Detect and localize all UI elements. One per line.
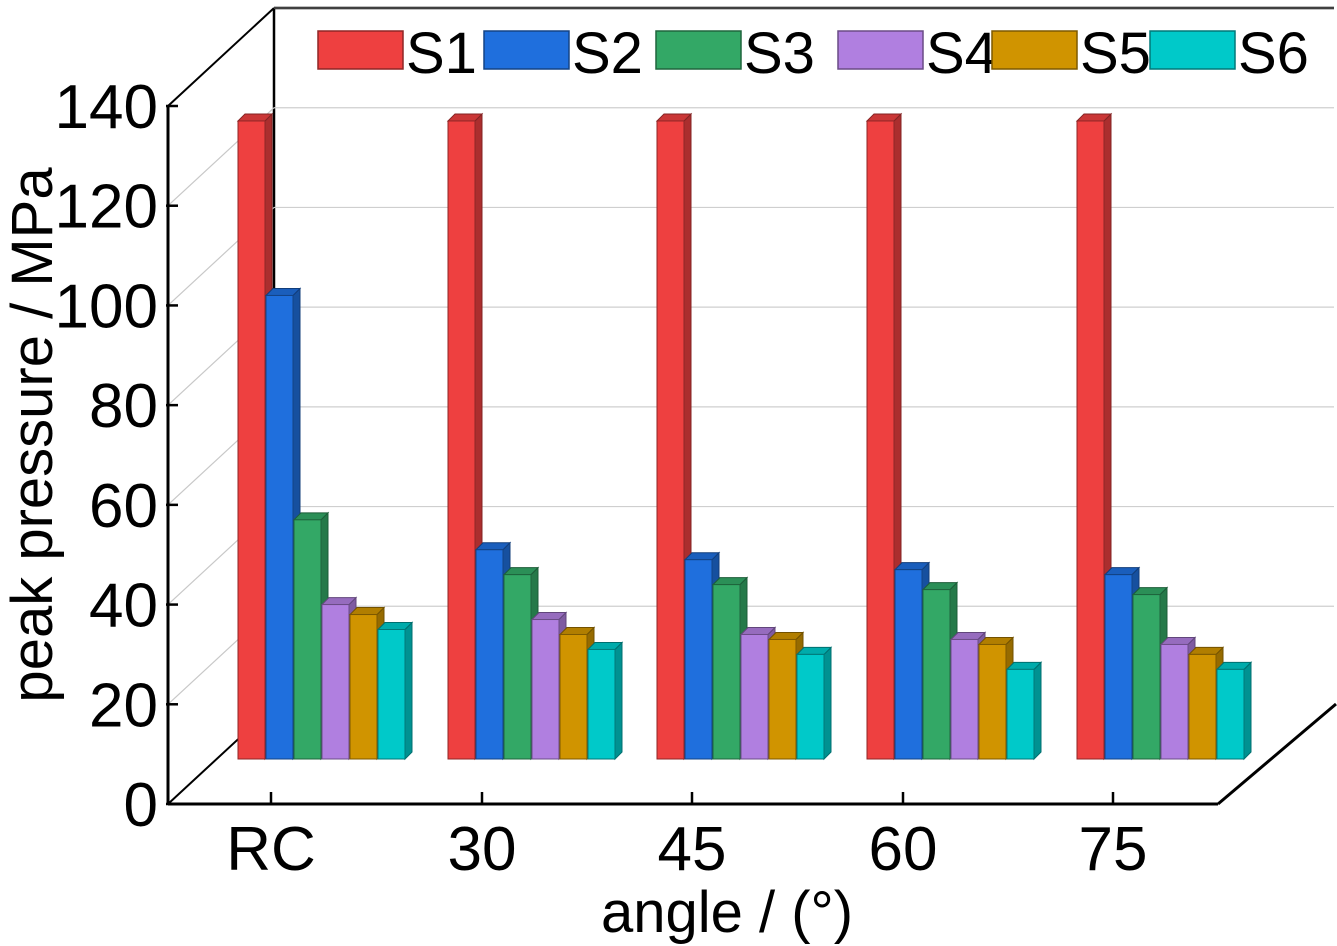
bar-front-S5-30	[559, 633, 588, 760]
bar-S2-75	[1103, 566, 1141, 761]
y-tick-label-0: 0	[124, 771, 158, 840]
bar-front-S4-30	[531, 619, 560, 760]
bar-S1-45	[655, 112, 693, 761]
bar-group-30	[446, 112, 624, 761]
y-tick-labels: 0 20 40 60 80 100 120 140	[55, 73, 158, 840]
gridline-diagonal-140	[167, 7, 275, 107]
legend-item-S2: S2	[483, 21, 643, 86]
bar-S5-60	[977, 636, 1015, 761]
legend-item-S6: S6	[1149, 21, 1309, 86]
legend-swatch-S4	[837, 30, 924, 70]
bar-front-S5-RC	[349, 614, 378, 760]
legend-swatch-S3	[655, 30, 742, 70]
bar-front-S3-75	[1132, 594, 1161, 760]
bar-front-S1-60	[866, 120, 895, 760]
bar-front-S1-RC	[237, 120, 266, 760]
legend-swatch-S5	[991, 30, 1078, 70]
bar-side-S6-RC	[404, 621, 413, 761]
bar-front-S2-45	[684, 559, 713, 760]
bar-group-75	[1075, 112, 1253, 761]
bar-side-S6-45	[823, 646, 832, 761]
bar-front-S2-75	[1104, 574, 1133, 760]
bar-group-60	[865, 112, 1043, 761]
x-tick-label-60: 60	[869, 815, 938, 884]
legend-label-S2: S2	[572, 21, 643, 86]
x-tick-label-45: 45	[658, 815, 727, 884]
y-tick-label-120: 120	[55, 173, 158, 242]
y-tick-label-40: 40	[89, 572, 158, 641]
floor-right-edge	[1217, 702, 1337, 806]
legend-item-S1: S1	[317, 21, 477, 86]
bar-S6-60	[1005, 661, 1043, 761]
y-tick-label-60: 60	[89, 472, 158, 541]
bar-side-S6-75	[1243, 661, 1252, 761]
x-tick-labels: RC 30 45 60 75	[226, 815, 1147, 884]
bar-side-S6-60	[1033, 661, 1042, 761]
bar-front-S5-60	[978, 643, 1007, 760]
bar-front-S2-RC	[265, 294, 294, 760]
legend-swatch-S2	[483, 30, 570, 70]
legend-item-S4: S4	[837, 21, 997, 86]
bar-front-S1-75	[1076, 120, 1105, 760]
bar-front-S6-30	[587, 648, 616, 760]
bar-S6-RC	[376, 621, 414, 761]
x-tick-label-30: 30	[448, 815, 517, 884]
bar-group-45	[655, 112, 833, 761]
axes	[166, 104, 1337, 806]
legend-label-S5: S5	[1080, 21, 1151, 86]
legend-label-S6: S6	[1238, 21, 1309, 86]
x-tick-label-RC: RC	[226, 815, 316, 884]
bar-front-S4-RC	[321, 604, 350, 760]
bars	[236, 112, 1253, 761]
legend-label-S1: S1	[406, 21, 477, 86]
legend-label-S3: S3	[744, 21, 815, 86]
bar-front-S6-60	[1006, 668, 1035, 760]
bar-front-S6-45	[796, 653, 825, 760]
legend-swatch-S6	[1149, 30, 1236, 70]
bar-group-RC	[236, 112, 414, 761]
bar-front-S2-60	[894, 569, 923, 760]
y-tick-label-140: 140	[55, 73, 158, 142]
bar-front-S3-60	[922, 589, 951, 760]
x-tick-label-75: 75	[1079, 815, 1148, 884]
bar-S6-30	[586, 641, 624, 761]
legend-swatch-S1	[317, 30, 404, 70]
bar-front-S5-75	[1188, 653, 1217, 760]
bar-front-S5-45	[768, 638, 797, 760]
legend-item-S5: S5	[991, 21, 1151, 86]
x-axis-title: angle / (°)	[601, 880, 853, 945]
bar-front-S4-75	[1160, 643, 1189, 760]
y-tick-label-80: 80	[89, 372, 158, 441]
bar-front-S2-30	[475, 549, 504, 760]
bar-front-S3-45	[712, 584, 741, 760]
chart-walls	[272, 6, 1334, 706]
bar-front-S6-75	[1216, 668, 1245, 760]
bar-front-S3-RC	[293, 519, 322, 760]
bar-front-S1-45	[656, 120, 685, 760]
bar-front-S1-30	[447, 120, 476, 760]
bar-S6-75	[1215, 661, 1253, 761]
y-tick-label-20: 20	[89, 671, 158, 740]
y-tick-label-100: 100	[55, 272, 158, 341]
bar-front-S4-45	[740, 633, 769, 760]
legend-label-S4: S4	[926, 21, 997, 86]
bar-front-S6-RC	[377, 629, 406, 760]
bar-S6-45	[795, 646, 833, 761]
legend-item-S3: S3	[655, 21, 815, 86]
bar-front-S4-60	[950, 638, 979, 760]
y-axis-title: peak pressure / MPa	[0, 167, 65, 703]
bar-side-S6-30	[614, 641, 623, 761]
bar-S1-60	[865, 112, 903, 761]
bar-front-S3-30	[503, 574, 532, 760]
legend: S1 S2 S3 S4 S5 S6	[317, 21, 1309, 86]
